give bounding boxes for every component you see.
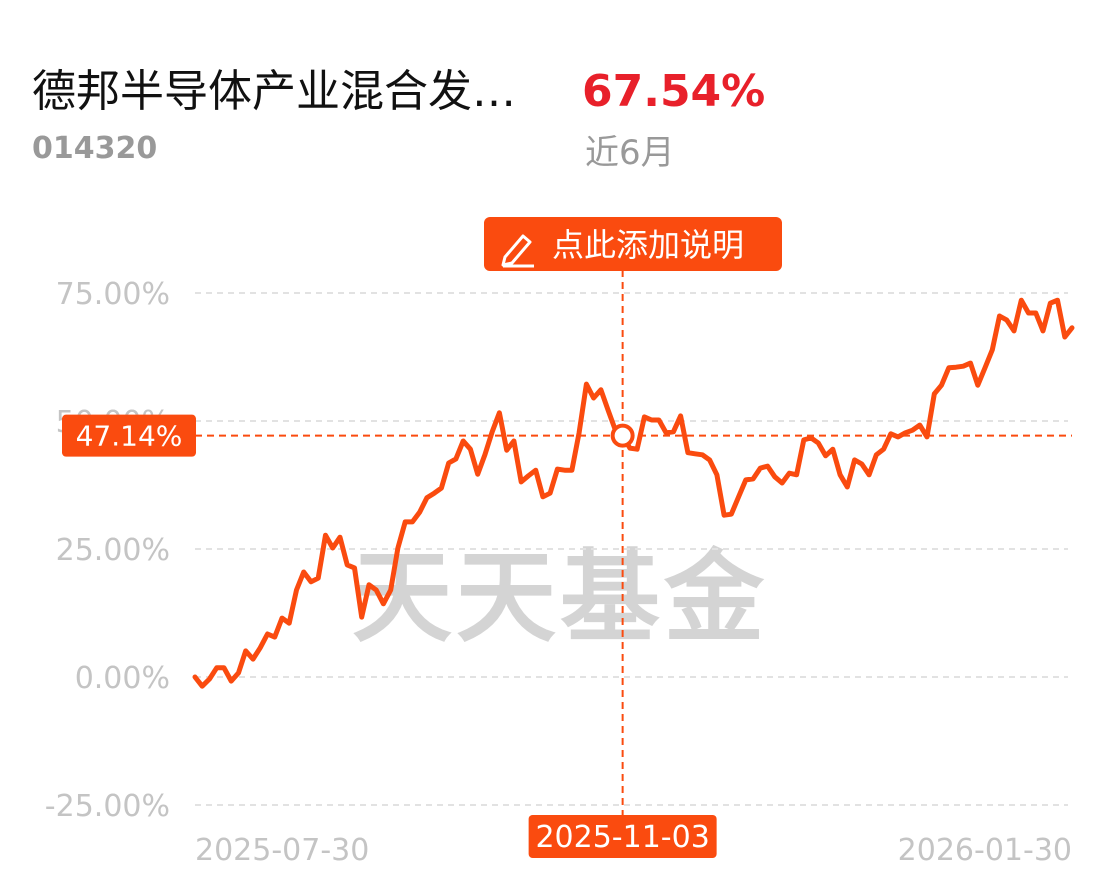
x-highlight-label: 2025-11-03 xyxy=(535,820,709,855)
chart: 天天基金-25.00%0.00%25.00%50.00%75.00%47.14%… xyxy=(45,217,1075,868)
crosshair-point xyxy=(610,423,635,448)
period-label: 近6月 xyxy=(585,133,675,173)
y-tick-label: 75.00% xyxy=(56,277,170,312)
x-tick-label: 2025-07-30 xyxy=(195,833,369,868)
y-value-label: 47.14% xyxy=(76,420,183,453)
y-tick-label: -25.00% xyxy=(45,789,170,824)
note-label: 点此添加说明 xyxy=(552,226,744,264)
watermark: 天天基金 xyxy=(352,539,768,656)
return-value: 67.54% xyxy=(582,66,765,117)
y-tick-label: 25.00% xyxy=(56,533,170,568)
series-line xyxy=(192,297,1075,689)
x-tick-label: 2026-01-30 xyxy=(898,833,1072,868)
fund-title: 德邦半导体产业混合发… xyxy=(32,66,516,117)
y-value-box xyxy=(62,414,196,457)
y-tick-label: 0.00% xyxy=(75,661,170,696)
x-highlight-box xyxy=(528,815,717,858)
pencil-icon xyxy=(501,234,534,268)
note-button[interactable] xyxy=(484,217,782,271)
fund-code: 014320 xyxy=(32,131,157,166)
